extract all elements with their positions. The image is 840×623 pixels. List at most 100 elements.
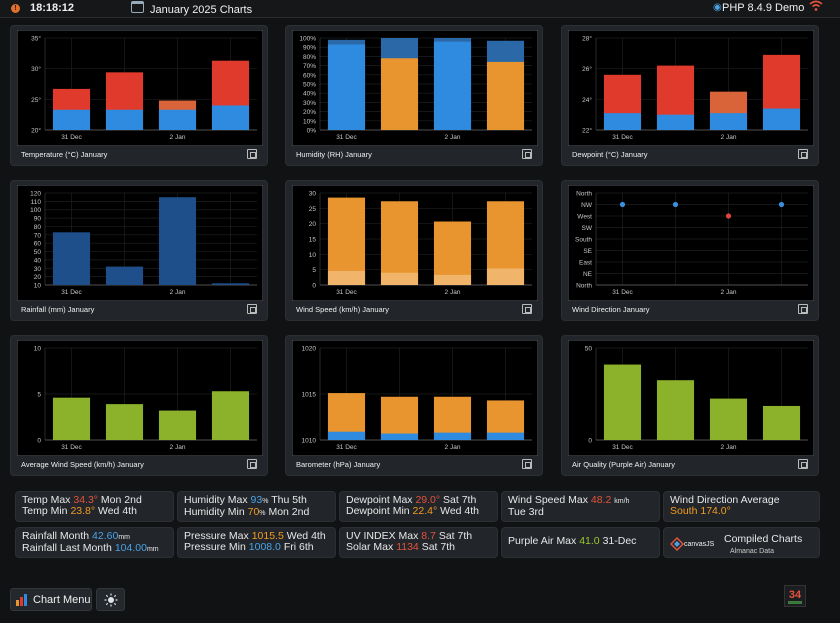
x-tick-label: 2 Jan bbox=[721, 134, 737, 141]
y-tick-label: 10 bbox=[34, 346, 42, 353]
y-tick-label: 1015 bbox=[302, 392, 317, 399]
avg-wind-card: 0 5 10 31 Dec 2 Jan Average Wind Speed (km/h… bbox=[10, 335, 268, 476]
bar bbox=[433, 221, 472, 285]
pressure-stats[interactable]: Pressure Max 1015.5 Wed 4th Pressure Min… bbox=[177, 527, 336, 558]
expand-icon[interactable] bbox=[247, 304, 257, 314]
y-tick-label: 20 bbox=[34, 274, 42, 281]
wifi-icon[interactable] bbox=[809, 0, 823, 12]
dewpoint-max-when: Sat 7th bbox=[443, 494, 477, 506]
bar bbox=[327, 270, 366, 285]
temperature-card: 20° 25° 30° 35° 31 Dec 2 Jan Temperature (°C)… bbox=[10, 25, 268, 166]
temp-min-label: Temp Min bbox=[22, 505, 68, 517]
expand-icon[interactable] bbox=[522, 304, 532, 314]
y-tick-label: 0 bbox=[37, 438, 41, 445]
scatter-point bbox=[725, 213, 732, 219]
chart-title: Average Wind Speed (km/h) January bbox=[21, 460, 144, 469]
alert-icon[interactable]: ! bbox=[11, 4, 20, 13]
expand-icon[interactable] bbox=[247, 149, 257, 159]
uv-solar-stats[interactable]: UV INDEX Max 8.7 Sat 7th Solar Max 1134 … bbox=[339, 527, 498, 558]
almanac-data-label: Almanac Data bbox=[730, 548, 774, 555]
bar bbox=[211, 283, 250, 285]
dewpoint-chart: 22° 24° 26° 28° 31 Dec 2 Jan bbox=[568, 30, 814, 146]
expand-icon[interactable] bbox=[522, 459, 532, 469]
y-tick-label: 0 bbox=[588, 438, 592, 445]
expand-icon[interactable] bbox=[522, 149, 532, 159]
humidity-stats[interactable]: Humidity Max 93% Thu 5th Humidity Min 70… bbox=[177, 491, 336, 522]
bar bbox=[486, 268, 525, 285]
bar bbox=[603, 364, 642, 440]
compiled-charts-link[interactable]: canvasJS Compiled Charts Almanac Data bbox=[663, 527, 820, 558]
rainfall-stats[interactable]: Rainfall Month 42.60mm Rainfall Last Mon… bbox=[15, 527, 174, 558]
y-tick-label: 0% bbox=[307, 128, 317, 135]
bar bbox=[327, 431, 366, 440]
x-tick-label: 31 Dec bbox=[61, 444, 82, 451]
y-tick-label: 90% bbox=[303, 45, 316, 52]
page-title: January 2025 Charts bbox=[150, 4, 253, 16]
chart-menu-button[interactable]: Chart Menu bbox=[10, 588, 92, 611]
y-tick-label: 30% bbox=[303, 100, 316, 107]
y-tick-label: 28° bbox=[582, 35, 592, 43]
wind-max-value: 48.2 bbox=[590, 494, 612, 506]
uv-label: UV INDEX Max bbox=[346, 530, 419, 542]
bar bbox=[327, 44, 366, 130]
temp-min-value: 23.8° bbox=[70, 505, 96, 517]
rain-last-value: 104.00 bbox=[114, 542, 147, 554]
bar bbox=[433, 432, 472, 440]
scatter-point bbox=[619, 201, 626, 208]
chart-title: Humidity (RH) January bbox=[296, 150, 372, 159]
expand-icon[interactable] bbox=[798, 149, 808, 159]
humidity-chart: 0% 10% 20% 30% 40% 50% 60% 70% 80% 90% 100% 31 Dec 2… bbox=[292, 30, 538, 146]
wind-direction-stats[interactable]: Wind Direction Average South 174.0° bbox=[663, 491, 820, 522]
bar bbox=[211, 105, 250, 130]
theme-toggle-button[interactable] bbox=[96, 588, 125, 611]
calendar-icon[interactable] bbox=[131, 1, 144, 13]
plot-background bbox=[568, 185, 814, 301]
x-tick-label: 2 Jan bbox=[445, 289, 461, 296]
humidity-min-value: 70 bbox=[247, 506, 260, 518]
avg-wind-chart: 0 5 10 31 Dec 2 Jan bbox=[17, 340, 263, 456]
aq-when: 31-Dec bbox=[602, 535, 637, 547]
y-tick-label: 30° bbox=[31, 65, 41, 73]
expand-icon[interactable] bbox=[798, 459, 808, 469]
x-tick-label: 31 Dec bbox=[336, 289, 357, 296]
bar bbox=[105, 109, 144, 130]
temperature-stats[interactable]: Temp Max 34.3° Mon 2nd Temp Min 23.8° We… bbox=[15, 491, 174, 522]
expand-icon[interactable] bbox=[798, 304, 808, 314]
bar bbox=[158, 410, 197, 440]
bar bbox=[656, 114, 695, 130]
chart-title: Wind Direction January bbox=[572, 305, 650, 314]
aqi-badge[interactable]: 34 bbox=[784, 585, 806, 607]
rain-month-label: Rainfall Month bbox=[22, 530, 90, 542]
humidity-unit: % bbox=[259, 510, 266, 517]
sun-icon bbox=[104, 593, 118, 607]
humidity-unit: % bbox=[262, 498, 269, 505]
bar bbox=[433, 274, 472, 285]
canvasjs-label: canvasJS bbox=[684, 541, 715, 548]
bar bbox=[380, 58, 419, 130]
rainfall-card: 10 20 30 40 50 60 70 80 90 100 110 120 31 Dec 2 Jan R… bbox=[10, 180, 268, 321]
dewpoint-stats[interactable]: Dewpoint Max 29.0° Sat 7th Dewpoint Min … bbox=[339, 491, 498, 522]
scatter-point bbox=[778, 201, 785, 208]
air-quality-stats[interactable]: Purple Air Max 41.0 31-Dec bbox=[501, 527, 660, 558]
y-tick-label: 1020 bbox=[302, 346, 317, 353]
x-tick-label: 2 Jan bbox=[721, 289, 737, 296]
barometer-card: 1010 1015 1020 31 Dec 2 Jan Barometer (hPa) … bbox=[285, 335, 543, 476]
dewpoint-min-when: Wed 4th bbox=[440, 505, 480, 517]
y-tick-label: 80 bbox=[34, 224, 42, 231]
bar bbox=[433, 41, 472, 130]
wind-speed-stats[interactable]: Wind Speed Max 48.2 km/h Tue 3rd bbox=[501, 491, 660, 522]
chart-title: Temperature (°C) January bbox=[21, 150, 108, 159]
temp-min-when: Wed 4th bbox=[98, 505, 137, 517]
bar bbox=[380, 201, 419, 285]
y-tick-label: 70 bbox=[34, 232, 42, 239]
y-tick-label: 0 bbox=[312, 283, 316, 290]
bar bbox=[762, 405, 801, 440]
y-tick-label: 50% bbox=[303, 82, 316, 89]
wind-max-label: Wind Speed Max bbox=[508, 494, 588, 506]
y-tick-label: 20° bbox=[31, 127, 41, 135]
canvasjs-logo-icon bbox=[670, 537, 684, 551]
pressure-min-value: 1008.0 bbox=[248, 541, 281, 553]
expand-icon[interactable] bbox=[247, 459, 257, 469]
bar bbox=[380, 272, 419, 285]
rain-unit: mm bbox=[118, 534, 130, 541]
